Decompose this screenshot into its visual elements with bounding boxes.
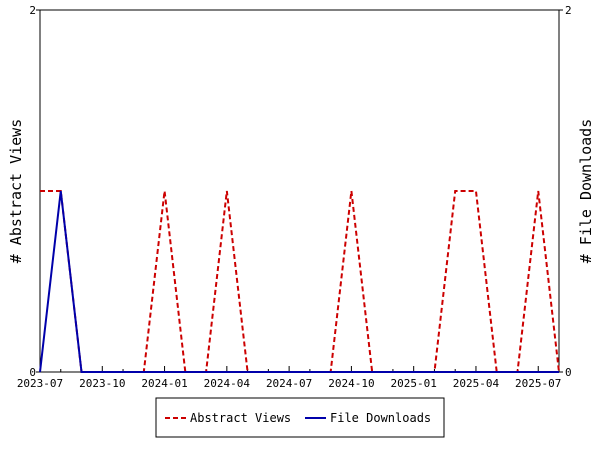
plot-frame <box>39 9 560 373</box>
legend-label-abstract-views: Abstract Views <box>190 411 291 425</box>
y-axis-ticks: 0 2 0 2 <box>29 4 571 379</box>
x-tick-label: 2023-10 <box>79 377 125 390</box>
legend-label-file-downloads: File Downloads <box>330 411 431 425</box>
x-tick-label: 2025-07 <box>515 377 561 390</box>
legend-box <box>155 397 445 438</box>
x-tick-label: 2023-07 <box>17 377 63 390</box>
y-right-tick-label: 0 <box>565 366 572 379</box>
y-left-tick-label: 0 <box>29 366 36 379</box>
series-layer <box>39 190 560 373</box>
legend: Abstract Views File Downloads <box>155 397 445 438</box>
y-axis-title-left: # Abstract Views <box>7 119 25 264</box>
y-left-tick-label: 2 <box>29 4 36 17</box>
y-axis-title-right: # File Downloads <box>577 119 595 264</box>
x-tick-label: 2024-04 <box>204 377 251 390</box>
x-tick-label: 2024-10 <box>328 377 374 390</box>
x-tick-label: 2024-01 <box>141 377 187 390</box>
series-line-file-downloads <box>39 190 559 373</box>
x-tick-label: 2025-01 <box>391 377 437 390</box>
y-right-tick-label: 2 <box>565 4 572 17</box>
x-tick-label: 2025-04 <box>453 377 500 390</box>
x-tick-label: 2024-07 <box>266 377 312 390</box>
